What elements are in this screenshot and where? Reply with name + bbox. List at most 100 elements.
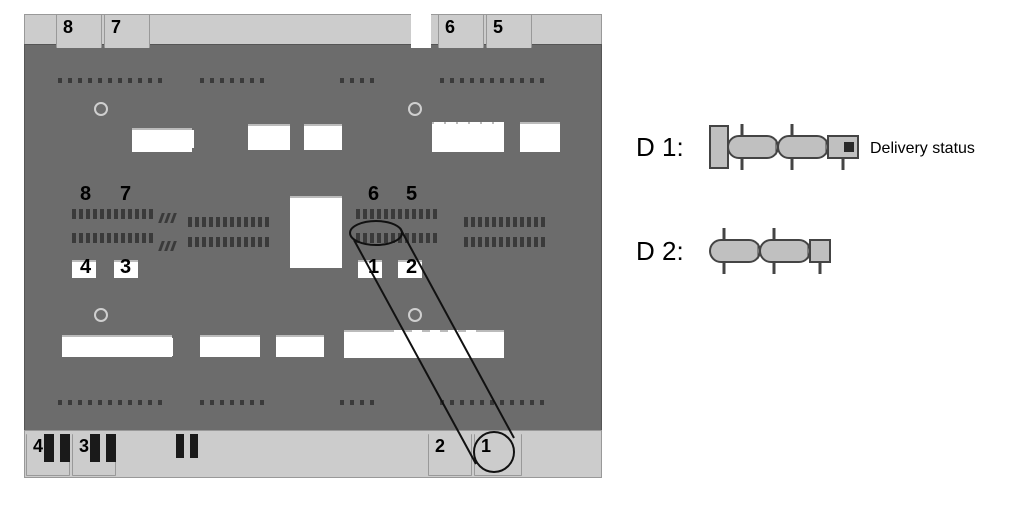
pcb-component — [344, 330, 504, 358]
jumper-pin — [405, 233, 409, 243]
pcb-component — [132, 338, 140, 356]
pcb-component — [482, 122, 492, 148]
jumper-pin — [202, 217, 206, 227]
board-dot — [540, 400, 544, 405]
jumper-pin — [419, 233, 423, 243]
board-dot — [88, 78, 92, 83]
jumper-pin — [419, 209, 423, 219]
bottom-tab-label: 3 — [79, 436, 89, 457]
board-dot — [540, 78, 544, 83]
board-dot — [470, 400, 474, 405]
board-dot — [360, 400, 364, 405]
top-tab-5: 5 — [486, 14, 532, 48]
jumper-pin — [223, 217, 227, 227]
jumper-pin — [100, 233, 104, 243]
legend-d1-caption: Delivery status — [870, 140, 975, 158]
jumper-pin — [363, 233, 367, 243]
jumper-pin — [541, 237, 545, 247]
jumper-pin — [121, 209, 125, 219]
board-dot — [520, 400, 524, 405]
board-dot — [240, 78, 244, 83]
board-dot — [480, 400, 484, 405]
jumper-pin — [244, 217, 248, 227]
jumper-pin — [244, 237, 248, 247]
board-dot — [128, 78, 132, 83]
edge-connector — [176, 434, 184, 458]
pcb-component — [394, 330, 404, 356]
pcb-component — [165, 338, 173, 356]
board-dot — [260, 400, 264, 405]
jumper-pin — [216, 217, 220, 227]
top-tab-6: 6 — [438, 14, 484, 48]
mount-hole — [94, 308, 108, 322]
jumper-pin — [363, 209, 367, 219]
board-dot — [520, 78, 524, 83]
board-dot — [450, 400, 454, 405]
jumper-pin — [356, 233, 360, 243]
jumper-pin — [485, 217, 489, 227]
top-cutout — [411, 14, 431, 48]
pcb-component — [176, 130, 184, 148]
top-tab-label: 6 — [445, 17, 455, 38]
board-dot — [128, 400, 132, 405]
pcb-component — [458, 122, 468, 148]
board-dot — [500, 400, 504, 405]
pcb-component — [200, 335, 260, 357]
board-dot — [440, 400, 444, 405]
pcb-component — [494, 122, 504, 148]
jumper-row — [356, 230, 398, 248]
jumper-pin — [398, 233, 402, 243]
mid-number-5: 5 — [406, 183, 417, 206]
jumper-pin — [471, 237, 475, 247]
mid-number-8: 8 — [80, 183, 91, 206]
jumper-pin — [384, 233, 388, 243]
edge-connector — [44, 434, 54, 462]
board-dot — [118, 78, 122, 83]
board-dot — [200, 400, 204, 405]
jumper-pin — [149, 233, 153, 243]
board-dot — [370, 78, 374, 83]
jumper-pin — [506, 237, 510, 247]
jumper-pin — [377, 209, 381, 219]
board-dot — [148, 400, 152, 405]
jumper-pin — [464, 237, 468, 247]
jumper-row — [160, 238, 178, 256]
jumper-pin — [471, 217, 475, 227]
pcb-component — [136, 130, 144, 148]
jumper-pin — [251, 217, 255, 227]
jumper-pin — [202, 237, 206, 247]
jumper-row — [114, 230, 156, 248]
jumper-pin — [128, 233, 132, 243]
board-dot — [58, 400, 62, 405]
jumper-pin — [195, 237, 199, 247]
jumper-pin — [433, 209, 437, 219]
board-dot — [350, 400, 354, 405]
jumper-pin — [135, 233, 139, 243]
jumper-pin — [209, 237, 213, 247]
board-dot — [250, 78, 254, 83]
mid-number-2: 2 — [406, 256, 417, 279]
jumper-pin — [506, 217, 510, 227]
jumper-pin — [195, 217, 199, 227]
pcb-component — [470, 122, 480, 148]
edge-connector — [106, 434, 116, 462]
board-dot — [530, 400, 534, 405]
jumper-pin — [251, 237, 255, 247]
mid-number-4: 4 — [80, 256, 91, 279]
jumper-pin — [188, 237, 192, 247]
jumper-row — [356, 206, 398, 224]
pcb-component — [66, 338, 74, 356]
diagram-canvas: 8765 4321 87654312 D 1: Delivery status … — [0, 0, 1023, 509]
jumper-pin — [391, 233, 395, 243]
jumper-pin — [237, 217, 241, 227]
board-dot — [250, 400, 254, 405]
board-dot — [88, 400, 92, 405]
board-dot — [200, 78, 204, 83]
board-dot — [510, 78, 514, 83]
board-dot — [480, 78, 484, 83]
bottom-tab-1: 1 — [474, 434, 522, 476]
jumper-pin — [405, 209, 409, 219]
board-dot — [230, 78, 234, 83]
jumper-pin — [128, 209, 132, 219]
jumper-pin — [527, 217, 531, 227]
